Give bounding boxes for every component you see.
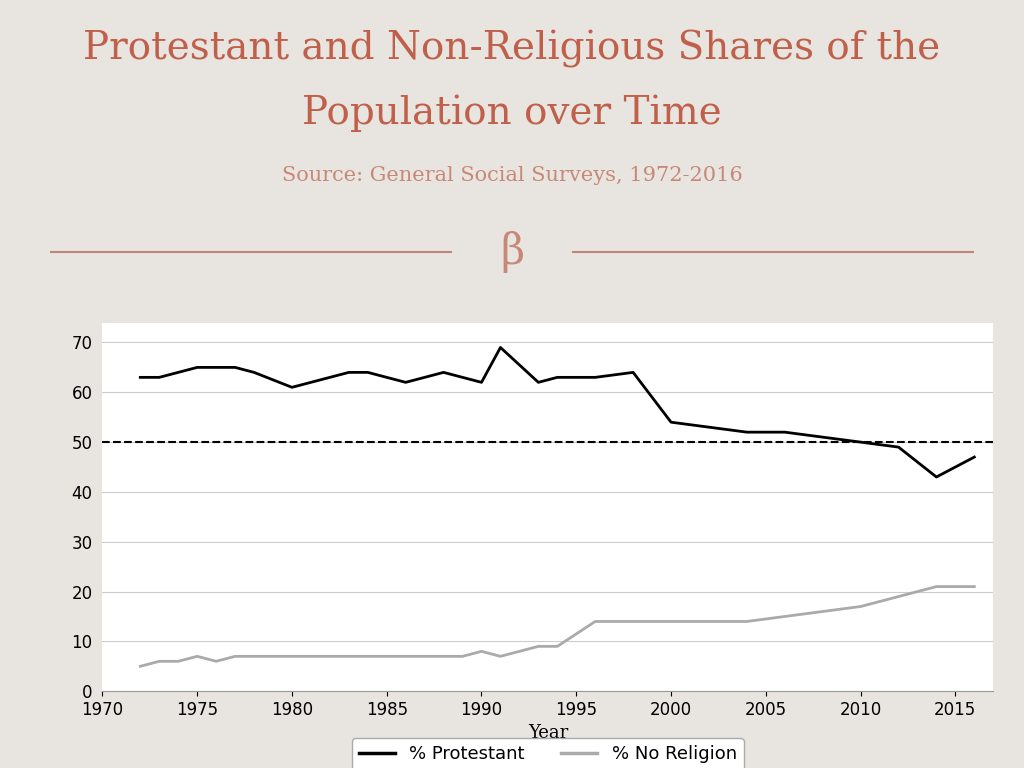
Text: Protestant and Non-Religious Shares of the: Protestant and Non-Religious Shares of t… [83, 30, 941, 68]
Legend: % Protestant, % No Religion: % Protestant, % No Religion [351, 738, 744, 768]
Text: β: β [500, 231, 524, 273]
Text: Source: General Social Surveys, 1972-2016: Source: General Social Surveys, 1972-201… [282, 166, 742, 184]
X-axis label: Year: Year [527, 724, 568, 743]
Text: Population over Time: Population over Time [302, 95, 722, 132]
